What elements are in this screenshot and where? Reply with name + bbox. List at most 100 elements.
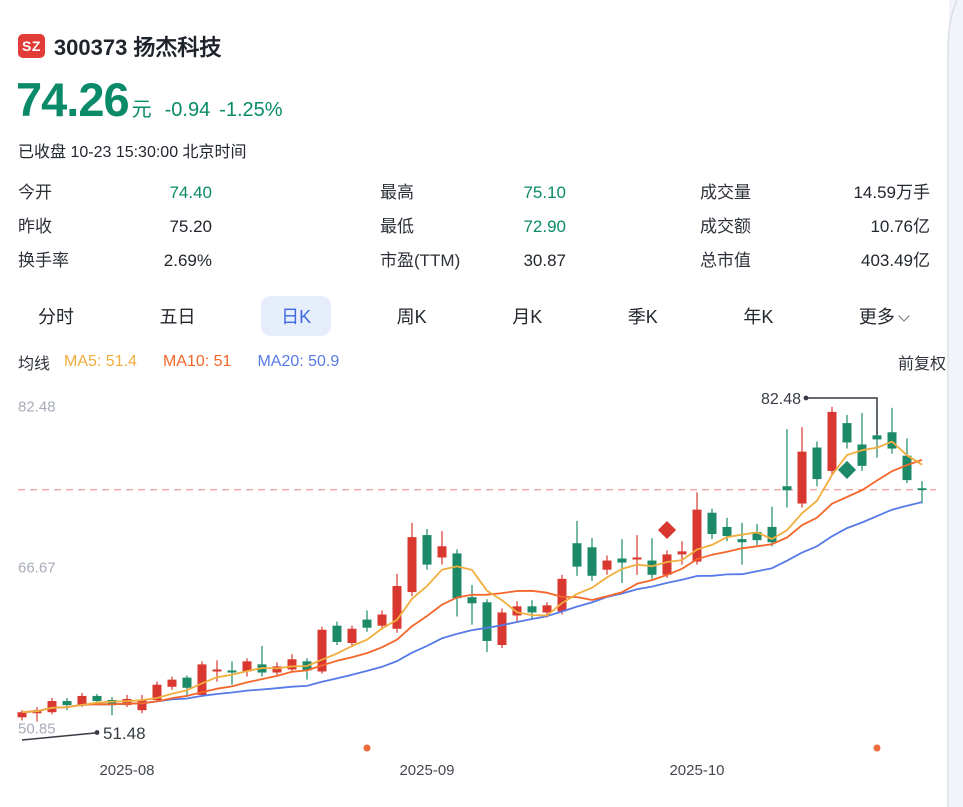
candle-body [392, 585, 402, 629]
candle-body [437, 546, 447, 558]
event-dot[interactable] [873, 744, 881, 752]
tab-minute[interactable]: 分时 [38, 307, 74, 327]
candle-body [677, 551, 687, 555]
candle-body [497, 612, 507, 646]
stat-label: 换手率 [18, 251, 69, 270]
chart-period-tabs: 分时 五日 日K 周K 月K 季K 年K 更多 [18, 294, 928, 338]
stock-code-and-name: 300373 扬杰科技 [53, 35, 222, 60]
tab-yearly-k[interactable]: 年K [743, 307, 774, 327]
ma10-line [21, 459, 923, 714]
price-change: -0.94 [164, 99, 211, 121]
stat-label: 今开 [18, 183, 52, 202]
candle-body [242, 661, 252, 672]
ma5-line [21, 440, 923, 714]
candle-body [857, 444, 867, 466]
candle-body [227, 670, 237, 673]
candle-body [842, 423, 852, 443]
candlestick-chart[interactable]: 82.48 66.67 50.85 2025-08 2025-09 2025-10 82.4… [0, 385, 963, 807]
stat-value: 403.49亿 [861, 251, 930, 270]
tab-more[interactable]: 更多 [839, 296, 928, 336]
price-row: 74.26 元 -0.94 -1.25% [16, 72, 283, 127]
candle-body [902, 455, 912, 481]
candle-body [617, 558, 627, 563]
stat-row: 最高 75.10 [380, 176, 566, 210]
candle-body [197, 664, 207, 695]
y-axis-label: 50.85 [18, 721, 56, 738]
candle-body [692, 509, 702, 562]
candle-body [662, 554, 672, 575]
candle-body [317, 629, 327, 672]
candle-body [347, 628, 357, 643]
y-axis-label: 66.67 [18, 559, 56, 576]
candle-body [452, 553, 462, 599]
y-axis-label: 82.48 [18, 399, 56, 416]
tab-monthly-k[interactable]: 月K [512, 307, 543, 327]
candle-body [212, 669, 222, 672]
ma-legend-row: 均线 MA5: 51.4 MA10: 51 MA20: 50.9 前复权 [18, 350, 946, 374]
candle-body [272, 666, 282, 673]
stat-row: 今开 74.40 [18, 176, 212, 210]
candle-body [287, 659, 297, 670]
candle-body [737, 539, 747, 543]
candle-body [887, 432, 897, 449]
candles [17, 406, 927, 722]
max-annotation-dot [803, 395, 809, 401]
quote-stats-grid: 今开 74.40 昨收 75.20 换手率 2.69% 最高 75.10 最低 72.90 市盈(… [0, 176, 963, 278]
stat-value: 72.90 [523, 217, 566, 236]
candle-body [782, 486, 792, 491]
stat-row: 总市值 403.49亿 [700, 244, 930, 278]
tab-quarterly-k[interactable]: 季K [627, 307, 658, 327]
stock-header: SZ 300373 扬杰科技 [18, 30, 221, 62]
candle-body [62, 701, 72, 706]
stat-label: 市盈(TTM) [380, 251, 461, 270]
ma-legend-ma5: MA5: 51.4 [64, 353, 137, 370]
min-annotation-line [21, 732, 96, 741]
market-status-line: 已收盘 10-23 15:30:00 北京时间 [18, 144, 247, 161]
stats-column-2: 最高 75.10 最低 72.90 市盈(TTM) 30.87 [380, 176, 566, 278]
stat-label: 最高 [380, 183, 414, 202]
candle-body [77, 695, 87, 706]
candle-body [182, 677, 192, 688]
ma20-line [21, 501, 923, 714]
event-dot[interactable] [363, 744, 371, 752]
price-adjust-mode-button[interactable]: 前复权 [897, 356, 946, 373]
stat-label: 成交额 [700, 217, 751, 236]
stat-row: 最低 72.90 [380, 210, 566, 244]
tab-five-day[interactable]: 五日 [159, 307, 196, 327]
candle-body [527, 606, 537, 613]
candle-body [362, 619, 372, 628]
event-diamond-marker[interactable] [657, 520, 677, 540]
x-axis-label: 2025-10 [669, 762, 724, 779]
x-axis-label: 2025-09 [399, 762, 454, 779]
stat-value: 75.20 [169, 217, 212, 236]
candle-body [482, 602, 492, 641]
candle-body [167, 679, 177, 687]
candle-body [332, 625, 342, 642]
candle-body [137, 700, 147, 711]
stat-value: 14.59万手 [853, 183, 930, 202]
tab-daily-k[interactable]: 日K [261, 296, 332, 336]
stat-row: 成交额 10.76亿 [700, 210, 930, 244]
candle-body [872, 435, 882, 440]
price-currency: 元 [131, 99, 152, 121]
candle-body [407, 537, 417, 593]
stat-value: 2.69% [163, 251, 212, 270]
stat-row: 成交量 14.59万手 [700, 176, 930, 210]
candle-body [572, 543, 582, 567]
candle-body [377, 614, 387, 626]
current-price: 74.26 [16, 73, 130, 126]
candle-body [422, 535, 432, 565]
candle-body [752, 532, 762, 541]
price-change-percent: -1.25% [219, 99, 283, 121]
candle-body [152, 684, 162, 701]
stat-row: 换手率 2.69% [18, 244, 212, 278]
candle-body [467, 597, 477, 604]
candle-body [632, 557, 642, 560]
ma-legend-title: 均线 [18, 356, 51, 373]
stat-label: 成交量 [700, 183, 751, 202]
min-price-annotation: 51.48 [103, 724, 146, 743]
candle-body [92, 695, 102, 702]
candle-body [707, 512, 717, 535]
candle-body [542, 605, 552, 613]
tab-weekly-k[interactable]: 周K [396, 307, 427, 327]
